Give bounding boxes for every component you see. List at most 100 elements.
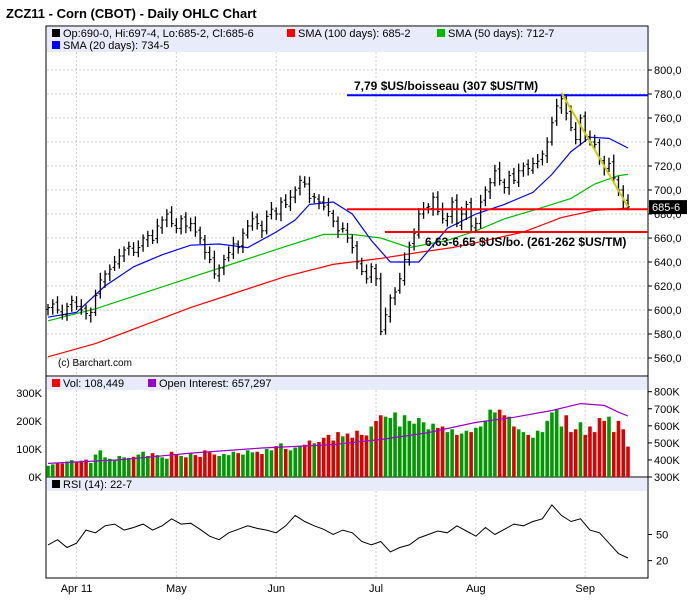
volume-legend-bg [47,377,647,390]
volume-bar [108,458,112,477]
volume-bar [516,429,521,477]
volume-bar [146,455,150,477]
axis-labels: 800,0 780,0 760,0 740,0 720,0 700,0 680,0 660,0… [16,65,681,595]
volume-bar [417,418,421,477]
sma-line [47,136,629,318]
volume-bar [421,422,426,477]
volume-bar [583,434,588,477]
volume-bar [122,457,126,477]
oi-tick-label: 300K [654,472,680,484]
volume-bar [88,462,93,477]
price-tick-label: 620,0 [654,281,682,293]
volume-bar [535,430,540,477]
volume-bar [188,453,193,477]
volume-bar [264,448,269,477]
volume-bar [493,412,497,477]
volume-bars [46,402,630,477]
volume-bar [65,461,69,477]
volume-bar [407,420,412,477]
volume-bar [626,446,630,477]
volume-bar [293,447,298,477]
rsi-tick-label: 20 [656,556,668,568]
price-tick-label: 600,0 [654,305,682,317]
volume-bar [393,412,397,477]
volume-bar [550,412,554,477]
volume-bar [578,422,583,477]
volume-bar [388,418,393,477]
volume-tick-label: 0K [29,472,43,484]
volume-bar [117,455,122,477]
volume-tick-label: 200K [16,416,42,428]
volume-bar [436,427,440,477]
volume-bar [321,437,326,477]
legend-sma50-text: SMA (50 days): 712-7 [448,28,554,40]
volume-bar [521,432,526,477]
volume-bar [255,451,259,477]
rsi-path [47,504,629,559]
volume-bar [69,460,74,477]
volume-bar [478,426,483,477]
volume-bar [611,432,616,477]
volume-bar [141,451,145,477]
volume-bar [383,416,388,477]
volume-bar [84,459,88,477]
volume-bar [312,443,317,477]
volume-bar [165,458,169,477]
volume-bar [245,450,250,477]
volume-bar [483,420,488,477]
volume-bar [526,434,530,477]
oi-tick-label: 400K [654,455,680,467]
trend-line [560,92,629,208]
volume-bar [179,455,183,477]
month-tick-label: Apr 11 [61,583,93,595]
volume-bar [545,420,549,477]
volume-bar [174,454,179,477]
volume-bar [440,426,445,477]
price-tick-label: 680,0 [654,209,682,221]
volume-bar [564,415,568,477]
price-tick-label: 740,0 [654,137,682,149]
volume-bar [212,454,217,477]
volume-bar [98,450,103,477]
volume-bar [350,437,355,477]
volume-bar [207,452,212,477]
volume-bar [398,426,402,477]
volume-bar [540,432,545,477]
volume-bar [474,427,478,477]
volume-bar [445,432,450,477]
legends: Op:690-0, Hi:697-4, Lo:685-2, Cl:685-6 SM… [52,28,554,491]
legend-open-interest-swatch [148,379,156,387]
oi-tick-label: 600K [654,421,680,433]
legend-volume-text: Vol: 108,449 [63,378,124,390]
volume-bar [74,462,79,477]
volume-bar [469,432,473,477]
rsi-tick-label: 50 [656,530,668,542]
oi-tick-label: 500K [654,438,680,450]
volume-bar [155,455,160,477]
last-price-label: 685-6 [652,202,680,214]
volume-bar [127,457,131,477]
legend-ohlc-swatch [52,29,60,37]
volume-bar [169,451,174,477]
volume-bar [369,426,374,477]
volume-bar [364,435,369,477]
rsi-legend-bg [47,478,647,491]
volume-bar [103,457,107,477]
legend-sma100-text: SMA (100 days): 685-2 [298,28,411,40]
volume-bar [55,462,60,477]
volume-bar [531,437,535,477]
rsi-panel [45,476,649,579]
support-zone-label: 6,63-6,65 $US/bo. (261-262 $US/TM) [425,235,626,249]
month-tick-label: Sep [575,583,595,595]
volume-bar [112,460,117,477]
volume-bar [426,429,431,477]
price-tick-label: 800,0 [654,65,682,77]
month-tick-label: Aug [466,583,486,595]
volume-bar [621,429,626,477]
volume-bar [226,455,231,477]
annotations: 7,79 $US/boisseau (307 $US/TM) 6,63-6,65 … [347,79,687,249]
volume-bar [260,453,264,477]
volume-bar [131,456,136,477]
volume-bar [160,457,164,477]
